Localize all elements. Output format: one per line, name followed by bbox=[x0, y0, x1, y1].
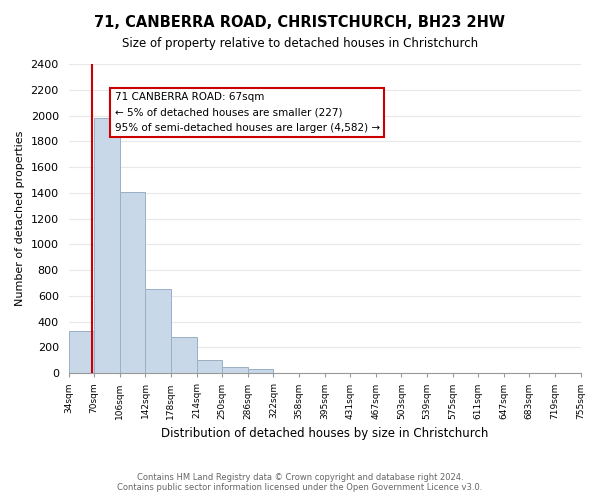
Bar bbox=[68, 332, 94, 374]
Bar bbox=[145, 289, 171, 374]
Bar bbox=[120, 192, 145, 374]
Text: Contains HM Land Registry data © Crown copyright and database right 2024.
Contai: Contains HM Land Registry data © Crown c… bbox=[118, 473, 482, 492]
Y-axis label: Number of detached properties: Number of detached properties bbox=[15, 131, 25, 306]
Bar bbox=[94, 118, 120, 374]
X-axis label: Distribution of detached houses by size in Christchurch: Distribution of detached houses by size … bbox=[161, 427, 488, 440]
Bar bbox=[197, 360, 222, 374]
Bar bbox=[222, 367, 248, 374]
Bar bbox=[171, 337, 197, 374]
Bar bbox=[248, 370, 274, 374]
Text: 71 CANBERRA ROAD: 67sqm
← 5% of detached houses are smaller (227)
95% of semi-de: 71 CANBERRA ROAD: 67sqm ← 5% of detached… bbox=[115, 92, 380, 133]
Text: 71, CANBERRA ROAD, CHRISTCHURCH, BH23 2HW: 71, CANBERRA ROAD, CHRISTCHURCH, BH23 2H… bbox=[95, 15, 505, 30]
Text: Size of property relative to detached houses in Christchurch: Size of property relative to detached ho… bbox=[122, 38, 478, 51]
